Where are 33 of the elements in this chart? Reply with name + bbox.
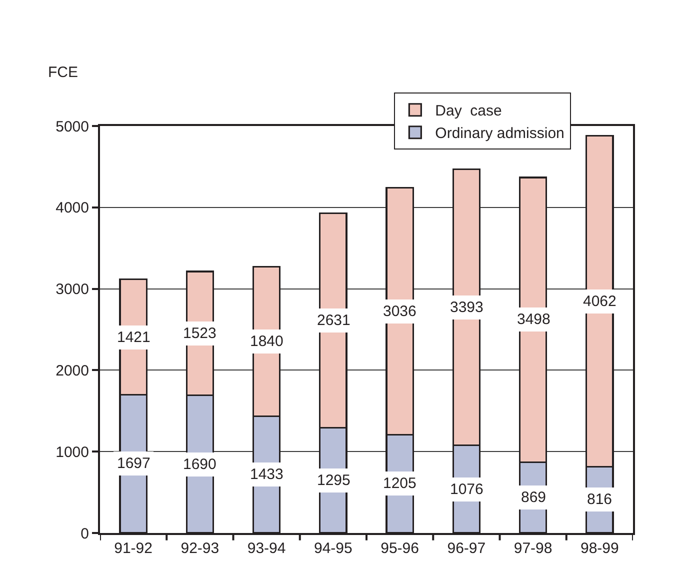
- y-tick-label: 4000: [56, 200, 89, 217]
- legend-label: Day case: [435, 102, 502, 120]
- data-label: 3036: [383, 303, 416, 320]
- x-tick-label: 93-94: [247, 540, 286, 557]
- data-label: 2631: [317, 312, 350, 329]
- data-label: 869: [521, 489, 546, 506]
- data-label: 3393: [450, 299, 484, 316]
- data-label: 1523: [183, 325, 216, 342]
- data-label: 1690: [183, 456, 216, 473]
- x-tick-label: 92-93: [180, 540, 220, 557]
- y-tick-label: 5000: [56, 118, 89, 136]
- x-tick-label: 95-96: [380, 540, 419, 557]
- x-tick-label: 91-92: [114, 540, 152, 557]
- data-label: 1840: [250, 333, 284, 350]
- data-label: 1295: [317, 472, 350, 489]
- y-tick-label: 2000: [56, 362, 89, 380]
- legend-label: Ordinary admission: [435, 125, 564, 142]
- x-tick-label: 96-97: [447, 540, 486, 557]
- data-label: 816: [587, 491, 612, 508]
- data-label: 1433: [250, 466, 284, 483]
- y-tick-label: 1000: [56, 444, 89, 461]
- data-label: 1421: [117, 329, 150, 346]
- data-label: 1205: [383, 475, 416, 492]
- y-axis-title: FCE: [48, 64, 78, 81]
- y-tick-label: 3000: [56, 281, 89, 298]
- x-tick-label: 94-95: [314, 540, 352, 557]
- data-label: 1697: [117, 455, 150, 472]
- y-tick-label: 0: [80, 525, 89, 542]
- data-label: 1076: [450, 481, 484, 498]
- x-tick-label: 98-99: [580, 540, 619, 557]
- data-label: 3498: [517, 311, 550, 328]
- data-label: 4062: [583, 293, 616, 310]
- x-tick-label: 97-98: [514, 540, 552, 557]
